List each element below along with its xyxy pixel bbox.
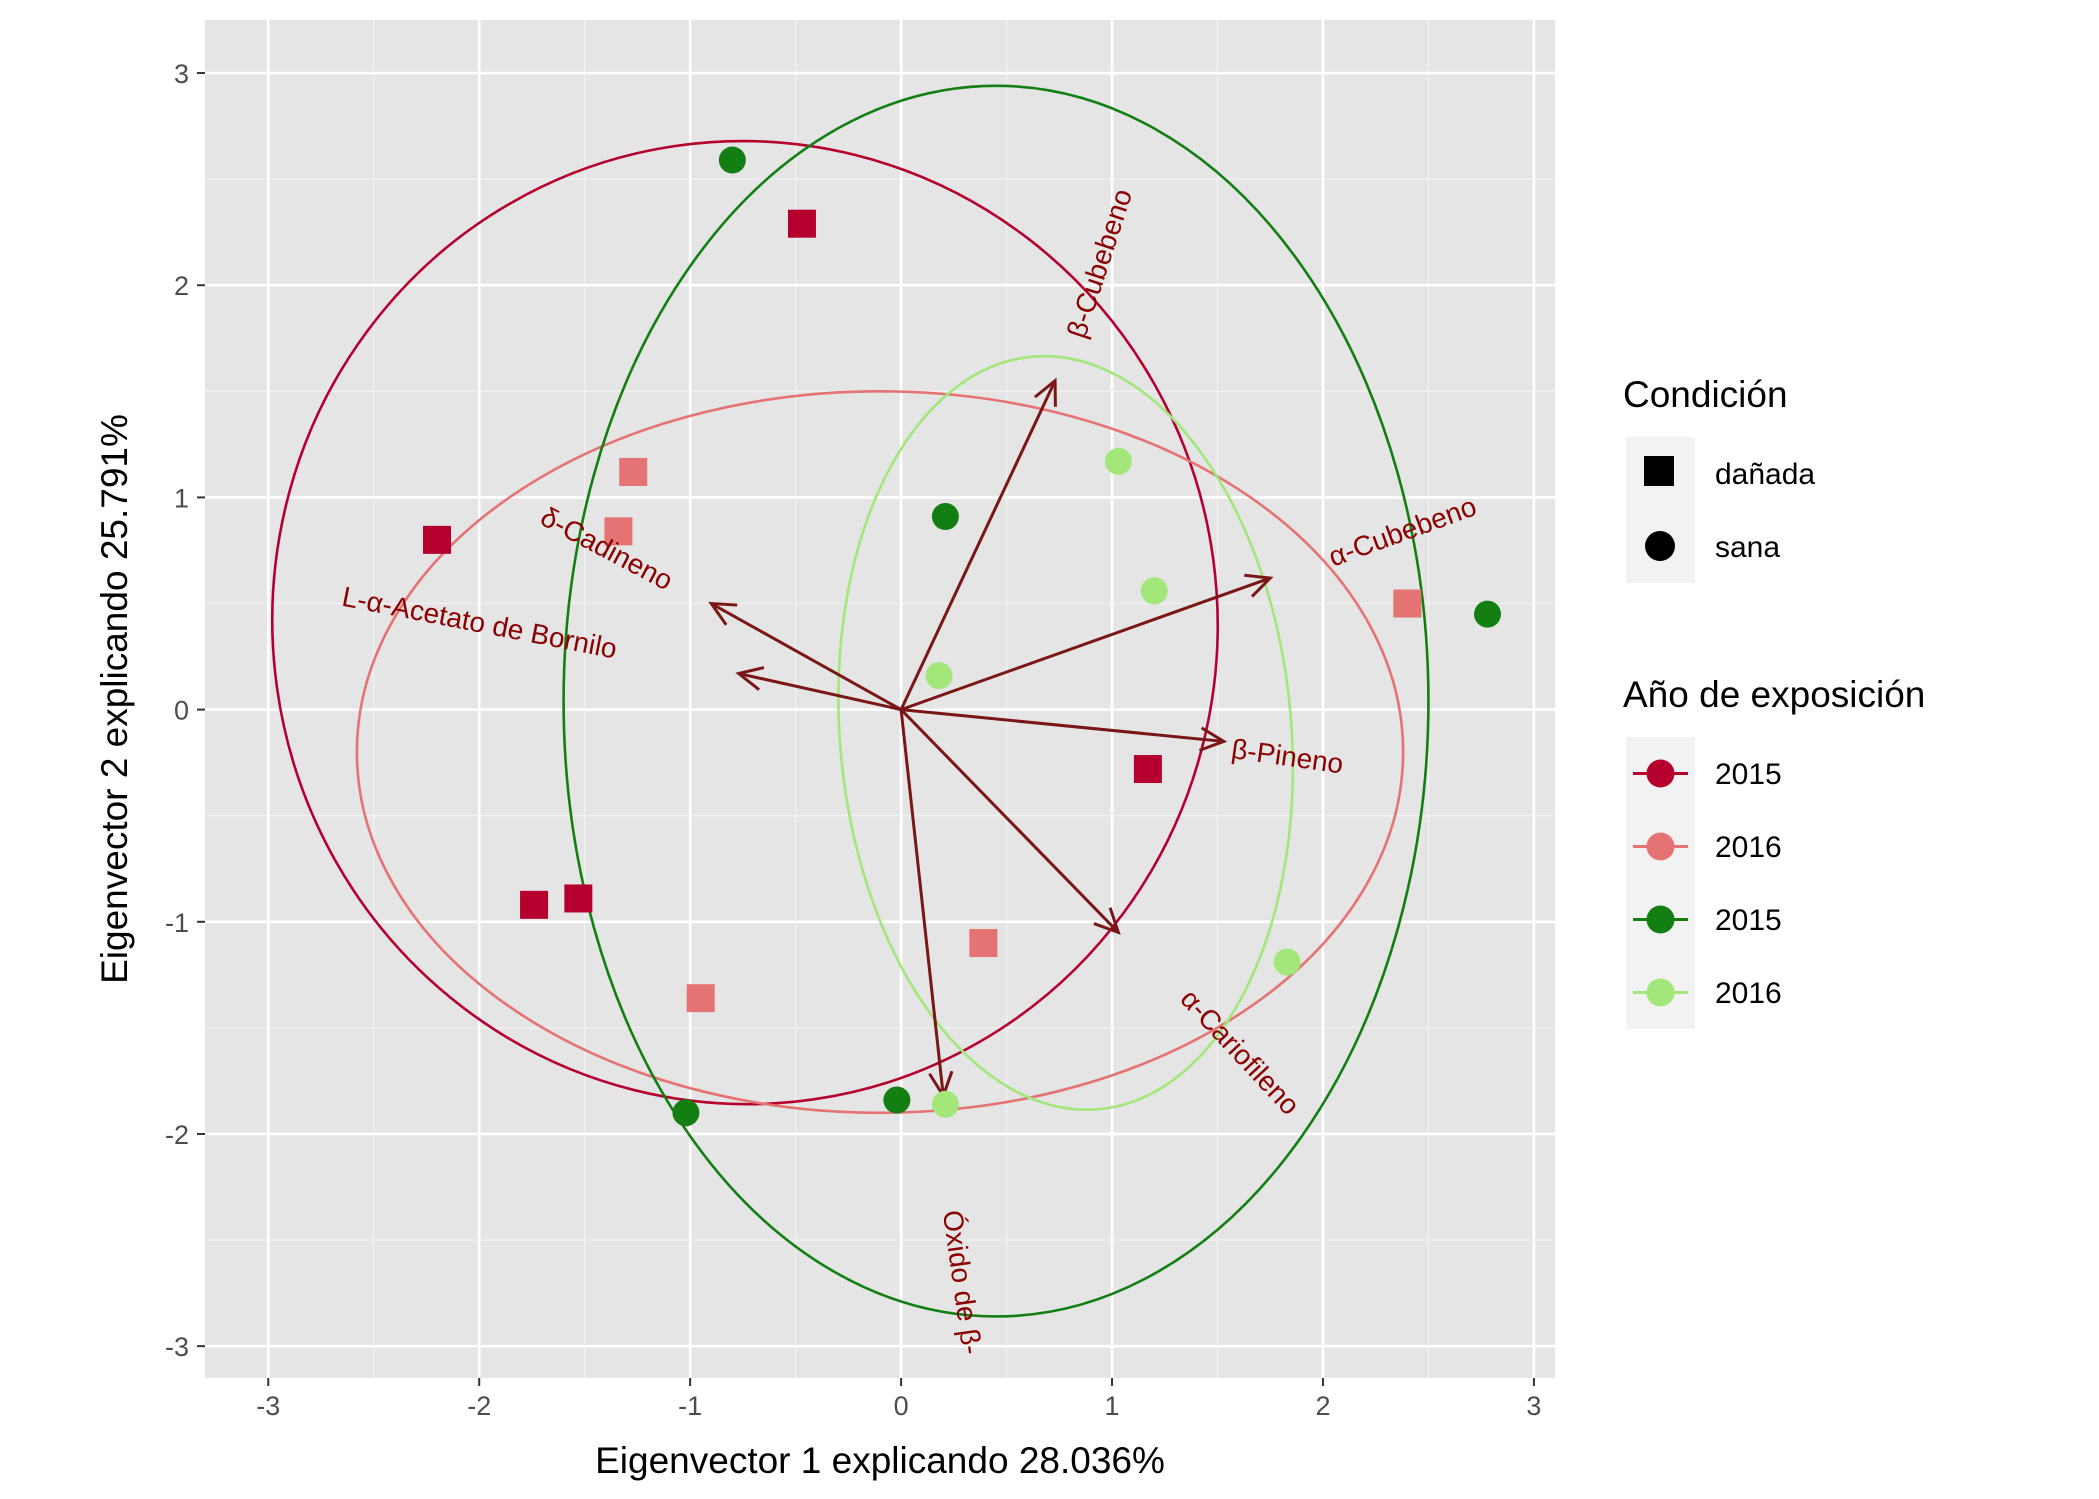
point-square <box>787 209 816 238</box>
x-axis: -3 -2 -1 0 1 2 3 <box>256 1378 1541 1421</box>
color-legend-title: Año de exposición <box>1623 674 1925 715</box>
circle-symbol-icon <box>1645 531 1675 561</box>
point-circle <box>718 146 746 174</box>
point-square <box>604 517 633 546</box>
shape-legend-label-danada: dañada <box>1715 458 1815 491</box>
point-circle <box>931 503 959 531</box>
point-square <box>1393 589 1422 618</box>
color-legend-dot <box>1646 978 1675 1007</box>
color-legend-dot <box>1646 832 1675 861</box>
loading-arrow <box>710 602 902 711</box>
color-legend-label: 2016 <box>1715 831 1782 864</box>
data-points <box>423 146 1501 1127</box>
arrow-head <box>1244 573 1274 598</box>
point-circle <box>1104 447 1132 475</box>
x-tick-label: 1 <box>1105 1391 1120 1421</box>
loading-arrow <box>899 709 945 1096</box>
loading-arrow <box>738 672 902 712</box>
point-circle <box>883 1086 911 1114</box>
color-legend-dot <box>1646 759 1675 788</box>
point-square <box>520 890 549 919</box>
x-tick-label: -1 <box>678 1391 702 1421</box>
point-square <box>423 525 452 554</box>
y-tick-label: -1 <box>165 908 189 938</box>
x-tick-label: -3 <box>256 1391 280 1421</box>
y-tick-label: -2 <box>165 1120 189 1150</box>
point-circle <box>672 1099 700 1127</box>
point-circle <box>1140 577 1168 605</box>
color-legend: Año de exposición 2015 2016 2015 2016 <box>1623 674 1925 1029</box>
loading-arrow <box>899 380 1057 711</box>
y-axis-title: Eigenvector 2 explicando 25.791% <box>94 414 135 984</box>
loading-arrow <box>900 708 1120 934</box>
y-tick-label: 2 <box>174 271 189 301</box>
point-square <box>619 457 648 486</box>
y-tick-label: -3 <box>165 1332 189 1362</box>
point-square <box>1133 755 1162 784</box>
point-circle <box>1474 600 1501 628</box>
arrow-head <box>1198 726 1228 752</box>
point-circle <box>1273 948 1301 976</box>
shape-legend-title: Condición <box>1623 374 1788 415</box>
x-tick-label: -2 <box>467 1391 491 1421</box>
color-legend-label: 2016 <box>1715 977 1782 1010</box>
color-legend-label: 2015 <box>1715 904 1782 937</box>
color-legend-keys: 2015 2016 2015 2016 <box>1626 737 1782 1029</box>
color-legend-dot <box>1646 905 1675 934</box>
arrow-head <box>735 666 765 691</box>
loading-arrows <box>708 377 1274 1100</box>
shape-legend: Condición dañada sana <box>1623 374 1815 583</box>
series-ellipse <box>837 354 1295 1112</box>
point-square <box>686 984 715 1013</box>
y-tick-label: 0 <box>174 696 189 726</box>
x-tick-label: 3 <box>1526 1391 1541 1421</box>
loading-arrow <box>900 576 1271 712</box>
y-tick-label: 1 <box>174 483 189 513</box>
x-tick-label: 2 <box>1315 1391 1330 1421</box>
loading-arrow <box>900 708 1224 743</box>
arrow-head <box>1093 907 1121 935</box>
color-legend-label: 2015 <box>1715 758 1782 791</box>
x-tick-label: 0 <box>894 1391 909 1421</box>
y-tick-label: 3 <box>174 59 189 89</box>
shape-legend-label-sana: sana <box>1715 531 1780 564</box>
confidence-ellipses <box>271 84 1430 1318</box>
y-axis: -3 -2 -1 0 1 2 3 <box>165 59 205 1362</box>
arrow-head <box>1033 377 1057 407</box>
point-square <box>564 884 593 913</box>
x-axis-title: Eigenvector 1 explicando 28.036% <box>595 1440 1165 1481</box>
series-ellipse <box>271 139 1219 1106</box>
point-circle <box>925 662 953 690</box>
point-circle <box>931 1090 959 1118</box>
series-ellipse <box>562 84 1430 1318</box>
square-symbol-icon <box>1644 456 1674 486</box>
series-ellipse <box>355 390 1405 1115</box>
point-square <box>969 929 998 958</box>
arrow-head <box>708 601 738 626</box>
